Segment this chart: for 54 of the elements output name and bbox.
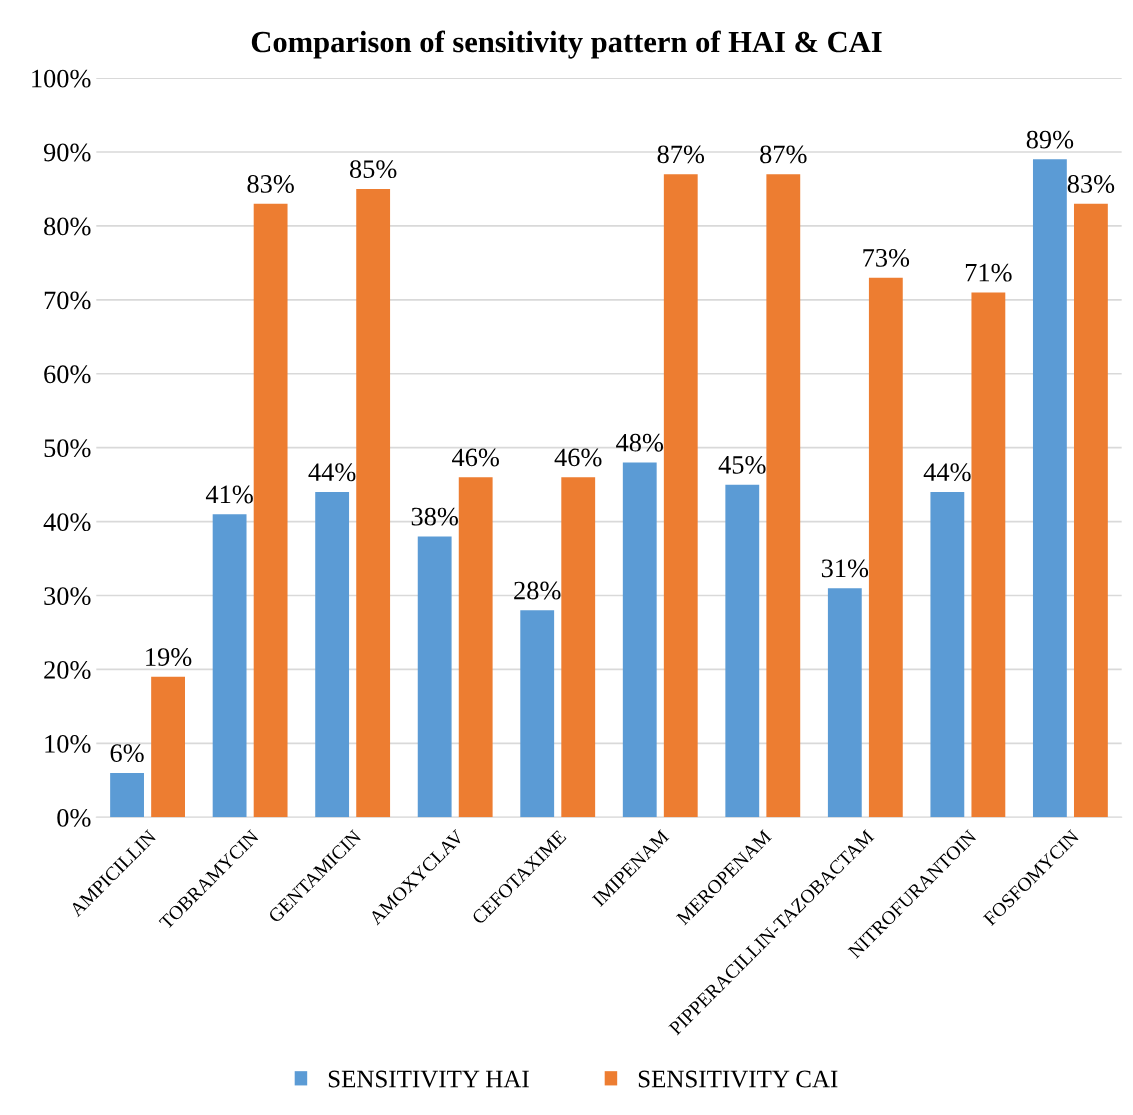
data-label: 48% bbox=[616, 433, 664, 452]
legend-label: SENSITIVITY HAI bbox=[328, 1070, 529, 1088]
data-label: 83% bbox=[247, 175, 294, 193]
data-label: 19% bbox=[146, 648, 192, 667]
y-tick-label: 100% bbox=[32, 69, 91, 88]
data-label: 44% bbox=[923, 463, 971, 482]
bar bbox=[520, 610, 555, 818]
data-label: 41% bbox=[205, 485, 253, 504]
bar bbox=[1073, 203, 1108, 818]
data-label: 87% bbox=[657, 145, 705, 164]
data-label: 73% bbox=[863, 248, 910, 267]
bar bbox=[458, 477, 493, 818]
bar bbox=[971, 292, 1006, 818]
bar bbox=[930, 492, 965, 818]
bar bbox=[253, 203, 288, 818]
data-label: 38% bbox=[411, 507, 458, 526]
data-label: 89% bbox=[1026, 130, 1074, 149]
y-tick-label: 80% bbox=[44, 217, 91, 236]
y-tick-label: 0% bbox=[57, 808, 91, 827]
data-label: 44% bbox=[308, 463, 356, 482]
bar bbox=[766, 174, 801, 818]
data-label: 46% bbox=[452, 448, 499, 467]
bar bbox=[417, 536, 452, 818]
bar bbox=[151, 676, 185, 818]
data-label: 46% bbox=[554, 448, 602, 467]
data-label: 45% bbox=[718, 455, 766, 474]
data-label: 6% bbox=[110, 744, 144, 763]
y-tick-label: 20% bbox=[44, 661, 91, 679]
y-tick-label: 30% bbox=[44, 587, 91, 606]
bar bbox=[1032, 159, 1067, 818]
y-tick-label: 50% bbox=[44, 439, 91, 458]
y-tick-label: 70% bbox=[44, 291, 91, 310]
data-label: 83% bbox=[1067, 175, 1115, 193]
bar bbox=[827, 588, 862, 818]
bar bbox=[110, 772, 144, 818]
bar bbox=[356, 188, 391, 818]
bar bbox=[725, 484, 760, 818]
bar bbox=[315, 492, 350, 818]
bar bbox=[663, 174, 698, 818]
bar bbox=[868, 277, 903, 818]
data-label: 31% bbox=[821, 559, 869, 578]
data-label: 71% bbox=[965, 263, 1012, 282]
data-label: 85% bbox=[349, 160, 397, 179]
bar bbox=[622, 462, 657, 818]
y-tick-label: 60% bbox=[44, 365, 91, 384]
bar bbox=[561, 477, 596, 818]
legend-label: SENSITIVITY CAI bbox=[638, 1070, 838, 1088]
y-tick-label: 90% bbox=[43, 143, 91, 162]
bar bbox=[212, 514, 247, 818]
y-tick-label: 10% bbox=[45, 734, 91, 753]
data-label: 87% bbox=[760, 145, 807, 164]
data-label: 28% bbox=[514, 581, 561, 600]
y-tick-label: 40% bbox=[43, 513, 91, 532]
chart-title: Comparison of sensitivity pattern of HAI & CAI bbox=[251, 30, 882, 59]
